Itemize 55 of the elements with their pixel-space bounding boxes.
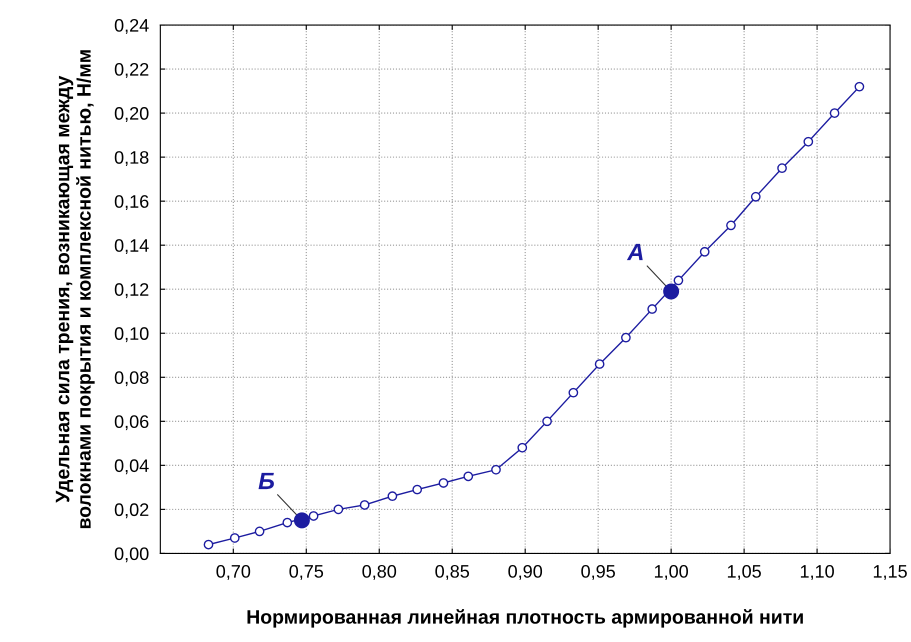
- y-tick-label: 0,10: [114, 327, 149, 342]
- y-tick-label: 0,04: [114, 459, 149, 474]
- point: [803, 136, 814, 147]
- y-tick-label: 0,22: [114, 63, 148, 78]
- point: [334, 504, 344, 514]
- point: [388, 491, 398, 502]
- x-tick-label: 0,95: [581, 564, 615, 580]
- point: [621, 332, 631, 343]
- y-tick-label: 0,02: [114, 503, 148, 518]
- y-tick-label: 0,24: [114, 18, 149, 34]
- point: [700, 246, 710, 257]
- point: [360, 500, 370, 510]
- point: [674, 276, 684, 286]
- point: [491, 464, 501, 475]
- point: [308, 511, 318, 521]
- point: [663, 283, 680, 300]
- point: [463, 471, 474, 482]
- annotation: А: [626, 244, 643, 260]
- point: [854, 82, 864, 92]
- point: [254, 526, 264, 536]
- x-tick-label: 1,10: [800, 564, 834, 580]
- point: [412, 484, 422, 494]
- x-tick-label: 0,85: [435, 564, 470, 580]
- point: [204, 540, 214, 550]
- y-axis-title: Удельная сила трения, возникающая между волокнами покрытия и комплексной нитью, Н/мм: [56, 50, 95, 528]
- annotation: Б: [258, 472, 274, 490]
- point: [542, 416, 552, 426]
- x-tick-label: 0,90: [508, 564, 542, 580]
- x-tick-label: 1,05: [728, 564, 761, 580]
- point: [777, 163, 787, 173]
- point: [438, 478, 448, 488]
- x-axis-title: Нормированная линейная плотность армированной нити: [248, 609, 803, 628]
- x-tick-label: 0,70: [216, 564, 250, 580]
- point: [282, 518, 292, 528]
- y-tick-label: 0,00: [114, 547, 149, 562]
- point: [647, 304, 658, 314]
- y-tick-label: 0,06: [114, 415, 148, 430]
- y-tick-label: 0,08: [114, 371, 148, 386]
- point: [294, 512, 310, 528]
- x-tick-label: 1,15: [874, 565, 907, 580]
- x-tick-label: 0,75: [289, 564, 324, 580]
- y-tick-label: 0,16: [114, 195, 148, 210]
- point: [594, 359, 604, 369]
- x-tick-label: 0,80: [362, 564, 396, 580]
- point: [726, 220, 736, 230]
- point: [517, 442, 528, 453]
- point: [568, 388, 578, 398]
- y-tick-label: 0,20: [114, 107, 149, 122]
- y-tick-label: 0,12: [114, 283, 148, 298]
- y-tick-label: 0,14: [114, 239, 149, 254]
- point: [750, 192, 761, 202]
- x-tick-label: 1,00: [654, 564, 688, 580]
- point: [830, 108, 840, 118]
- point: [230, 533, 240, 543]
- y-tick-label: 0,18: [114, 151, 148, 166]
